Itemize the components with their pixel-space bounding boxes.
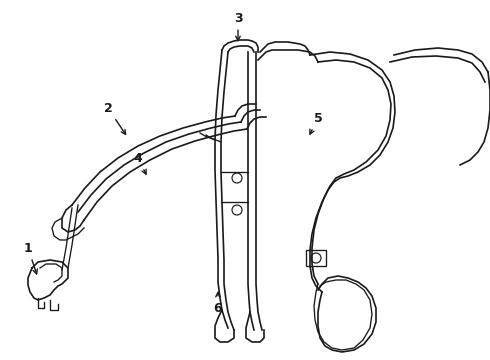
Text: 3: 3	[234, 12, 243, 41]
Text: 1: 1	[24, 242, 37, 274]
Text: 4: 4	[134, 152, 146, 174]
Text: 5: 5	[310, 112, 322, 134]
Text: 6: 6	[214, 292, 222, 315]
Bar	[306, 250, 326, 266]
Text: 2: 2	[103, 102, 125, 134]
